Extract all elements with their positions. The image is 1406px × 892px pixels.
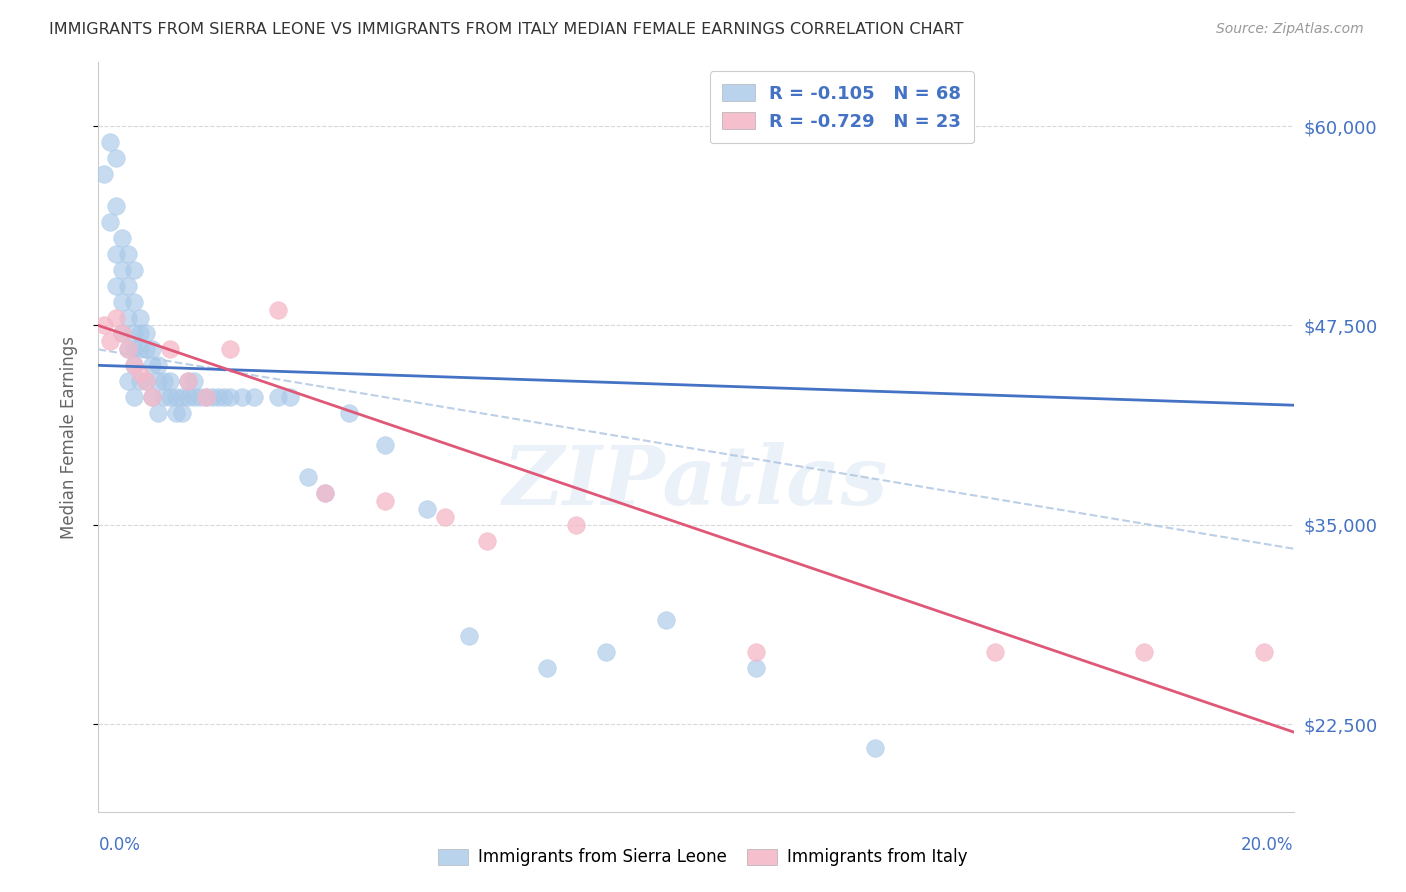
Point <box>315 486 337 500</box>
Point <box>111 326 134 341</box>
Point <box>984 645 1007 659</box>
Point <box>135 374 157 388</box>
Point <box>98 334 122 349</box>
Point <box>98 135 122 149</box>
Point <box>124 359 146 373</box>
Point <box>188 390 211 404</box>
Point <box>129 367 152 381</box>
Text: ZIPatlas: ZIPatlas <box>503 442 889 522</box>
Point <box>93 318 115 333</box>
Point <box>105 246 128 260</box>
Point <box>117 278 139 293</box>
Point <box>416 501 439 516</box>
Point <box>374 493 396 508</box>
Point <box>339 406 361 420</box>
Point <box>207 390 229 404</box>
Point <box>297 470 319 484</box>
Point <box>183 374 205 388</box>
Point <box>177 374 200 388</box>
Point <box>434 509 457 524</box>
Point <box>98 215 122 229</box>
Point <box>267 302 290 317</box>
Point <box>141 343 163 357</box>
Point <box>148 374 170 388</box>
Point <box>475 533 498 548</box>
Point <box>159 343 181 357</box>
Point <box>212 390 235 404</box>
Point <box>141 390 163 404</box>
Point <box>1133 645 1156 659</box>
Point <box>129 343 152 357</box>
Point <box>201 390 224 404</box>
Point <box>243 390 266 404</box>
Legend: Immigrants from Sierra Leone, Immigrants from Italy: Immigrants from Sierra Leone, Immigrants… <box>430 840 976 875</box>
Point <box>655 614 678 628</box>
Point <box>195 390 218 404</box>
Point <box>315 486 337 500</box>
Point <box>159 374 181 388</box>
Point <box>231 390 253 404</box>
Point <box>153 374 176 388</box>
Point <box>105 278 128 293</box>
Point <box>153 390 176 404</box>
Point <box>117 246 139 260</box>
Point <box>117 343 139 357</box>
Point <box>148 406 170 420</box>
Point <box>278 390 301 404</box>
Point <box>111 231 134 245</box>
Point <box>124 326 146 341</box>
Point <box>111 326 134 341</box>
Point <box>165 406 187 420</box>
Text: IMMIGRANTS FROM SIERRA LEONE VS IMMIGRANTS FROM ITALY MEDIAN FEMALE EARNINGS COR: IMMIGRANTS FROM SIERRA LEONE VS IMMIGRAN… <box>49 22 963 37</box>
Point <box>105 151 128 165</box>
Text: 0.0%: 0.0% <box>98 836 141 854</box>
Point <box>536 661 558 675</box>
Point <box>148 359 170 373</box>
Point <box>172 406 194 420</box>
Point <box>745 661 768 675</box>
Point <box>165 390 187 404</box>
Legend: R = -0.105   N = 68, R = -0.729   N = 23: R = -0.105 N = 68, R = -0.729 N = 23 <box>710 71 974 144</box>
Point <box>195 390 218 404</box>
Text: Source: ZipAtlas.com: Source: ZipAtlas.com <box>1216 22 1364 37</box>
Point <box>105 310 128 325</box>
Point <box>183 390 205 404</box>
Point <box>177 390 200 404</box>
Point <box>117 343 139 357</box>
Point <box>267 390 290 404</box>
Point <box>124 359 146 373</box>
Point <box>177 374 200 388</box>
Point <box>93 167 115 181</box>
Point <box>129 326 152 341</box>
Point <box>135 326 157 341</box>
Point <box>111 294 134 309</box>
Point <box>865 741 887 756</box>
Point <box>111 262 134 277</box>
Point <box>159 390 181 404</box>
Point <box>172 390 194 404</box>
Point <box>124 343 146 357</box>
Point <box>124 262 146 277</box>
Point <box>117 374 139 388</box>
Point <box>117 310 139 325</box>
Point <box>124 294 146 309</box>
Y-axis label: Median Female Earnings: Median Female Earnings <box>59 335 77 539</box>
Point <box>124 390 146 404</box>
Point <box>219 343 242 357</box>
Point <box>458 629 481 643</box>
Point <box>135 343 157 357</box>
Text: 20.0%: 20.0% <box>1241 836 1294 854</box>
Point <box>141 359 163 373</box>
Point <box>129 374 152 388</box>
Point <box>745 645 768 659</box>
Point <box>135 374 157 388</box>
Point <box>374 438 396 452</box>
Point <box>595 645 617 659</box>
Point <box>129 310 152 325</box>
Point <box>105 199 128 213</box>
Point <box>141 390 163 404</box>
Point <box>1253 645 1275 659</box>
Point <box>565 517 588 532</box>
Point <box>219 390 242 404</box>
